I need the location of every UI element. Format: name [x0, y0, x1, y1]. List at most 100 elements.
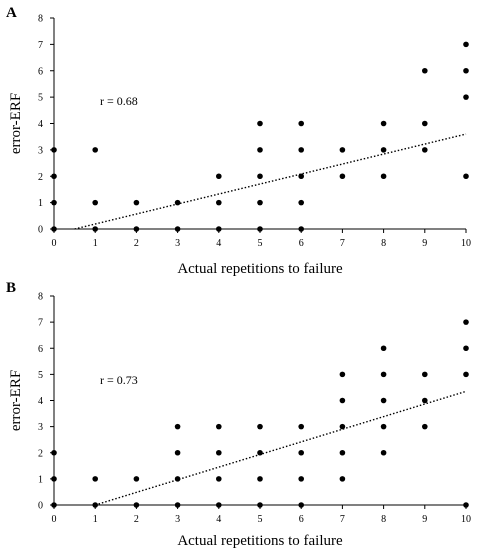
data-point — [298, 226, 305, 232]
y-tick-label: 7 — [38, 318, 43, 329]
data-point — [257, 226, 263, 232]
data-point — [339, 423, 346, 430]
data-point — [463, 173, 469, 180]
y-tick-label: 4 — [38, 119, 43, 130]
x-tick-label: 10 — [461, 238, 471, 249]
y-axis-label: error-ERF — [8, 93, 24, 154]
data-point — [257, 449, 263, 456]
data-point — [339, 173, 346, 180]
y-tick-label: 3 — [38, 145, 43, 156]
data-point — [92, 199, 98, 206]
y-tick-label: 2 — [38, 448, 43, 459]
data-point — [51, 147, 57, 153]
data-point — [463, 67, 469, 74]
data-point — [92, 502, 98, 508]
data-point — [92, 226, 98, 232]
data-point — [51, 449, 57, 456]
x-tick-label: 6 — [299, 238, 304, 249]
y-tick-label: 0 — [38, 225, 43, 236]
x-tick-label: 4 — [216, 514, 221, 525]
x-tick-label: 1 — [93, 238, 98, 249]
data-point — [339, 397, 346, 404]
data-point — [422, 397, 428, 404]
data-point — [133, 502, 140, 508]
x-tick-label: 4 — [216, 238, 221, 249]
correlation-label: r = 0.73 — [100, 373, 138, 387]
y-axis-label: error-ERF — [8, 370, 24, 431]
data-point — [92, 476, 98, 482]
data-point — [257, 147, 263, 153]
data-point — [51, 502, 57, 508]
trendline — [74, 133, 467, 230]
x-axis-label: Actual repetitions to failure — [177, 261, 343, 277]
data-point — [257, 502, 263, 508]
data-point — [380, 147, 387, 153]
data-point — [380, 449, 387, 456]
x-tick-label: 8 — [381, 238, 386, 249]
data-point — [257, 423, 263, 430]
y-tick-label: 1 — [38, 198, 43, 209]
panel-letter: B — [6, 280, 16, 296]
correlation-label: r = 0.68 — [100, 94, 138, 108]
x-tick-label: 1 — [93, 514, 98, 525]
data-point — [298, 476, 305, 482]
data-point — [51, 199, 57, 206]
data-point — [92, 147, 98, 153]
data-point — [257, 199, 263, 206]
data-point — [463, 94, 469, 100]
data-point — [463, 371, 469, 378]
data-point — [298, 199, 305, 206]
data-point — [216, 449, 222, 456]
data-point — [216, 226, 222, 232]
data-point — [257, 120, 263, 127]
data-point — [422, 147, 428, 153]
x-tick-label: 5 — [258, 514, 263, 525]
panel-a-chart: A 0 1 2 3 4 5 6 7 8 0 1 2 3 4 5 6 7 8 9 10 Actual repetitions… — [6, 5, 471, 277]
x-tick-label: 2 — [134, 238, 139, 249]
data-point — [216, 173, 222, 180]
data-point — [298, 173, 305, 180]
data-point — [339, 476, 346, 482]
data-point — [216, 476, 222, 482]
x-tick-label: 0 — [52, 514, 57, 525]
data-point — [380, 173, 387, 180]
data-point — [298, 423, 305, 430]
data-point — [463, 502, 469, 508]
x-tick-label: 3 — [175, 514, 180, 525]
panel-letter: A — [6, 5, 17, 21]
trendline — [94, 390, 467, 506]
data-point — [463, 345, 469, 352]
data-point — [174, 423, 181, 430]
y-tick-label: 5 — [38, 370, 43, 381]
data-point — [216, 199, 222, 206]
y-tick-label: 8 — [38, 292, 43, 303]
data-point — [463, 41, 469, 48]
data-point — [339, 449, 346, 456]
y-tick-label: 6 — [38, 344, 43, 355]
data-point — [298, 502, 305, 508]
x-tick-label: 9 — [422, 238, 427, 249]
data-point — [380, 345, 387, 352]
data-point — [380, 120, 387, 127]
x-tick-label: 3 — [175, 238, 180, 249]
data-point — [133, 226, 140, 232]
x-tick-label: 0 — [52, 238, 57, 249]
x-tick-label: 10 — [461, 514, 471, 525]
data-point — [174, 476, 181, 482]
y-tick-label: 3 — [38, 422, 43, 433]
data-point — [133, 199, 140, 206]
data-point — [51, 476, 57, 482]
y-tick-label: 8 — [38, 14, 43, 25]
y-tick-label: 4 — [38, 396, 43, 407]
y-tick-label: 0 — [38, 501, 43, 512]
panel-b-chart: B 0 1 2 3 4 5 6 7 8 0 1 2 3 4 5 6 7 8 9 10 Actual repetitions… — [6, 280, 471, 549]
data-point — [174, 502, 181, 508]
data-point — [298, 449, 305, 456]
data-point — [51, 173, 57, 180]
y-tick-label: 6 — [38, 66, 43, 77]
y-tick-label: 2 — [38, 172, 43, 183]
data-point — [422, 120, 428, 127]
data-point — [339, 147, 346, 153]
x-tick-label: 7 — [340, 238, 345, 249]
